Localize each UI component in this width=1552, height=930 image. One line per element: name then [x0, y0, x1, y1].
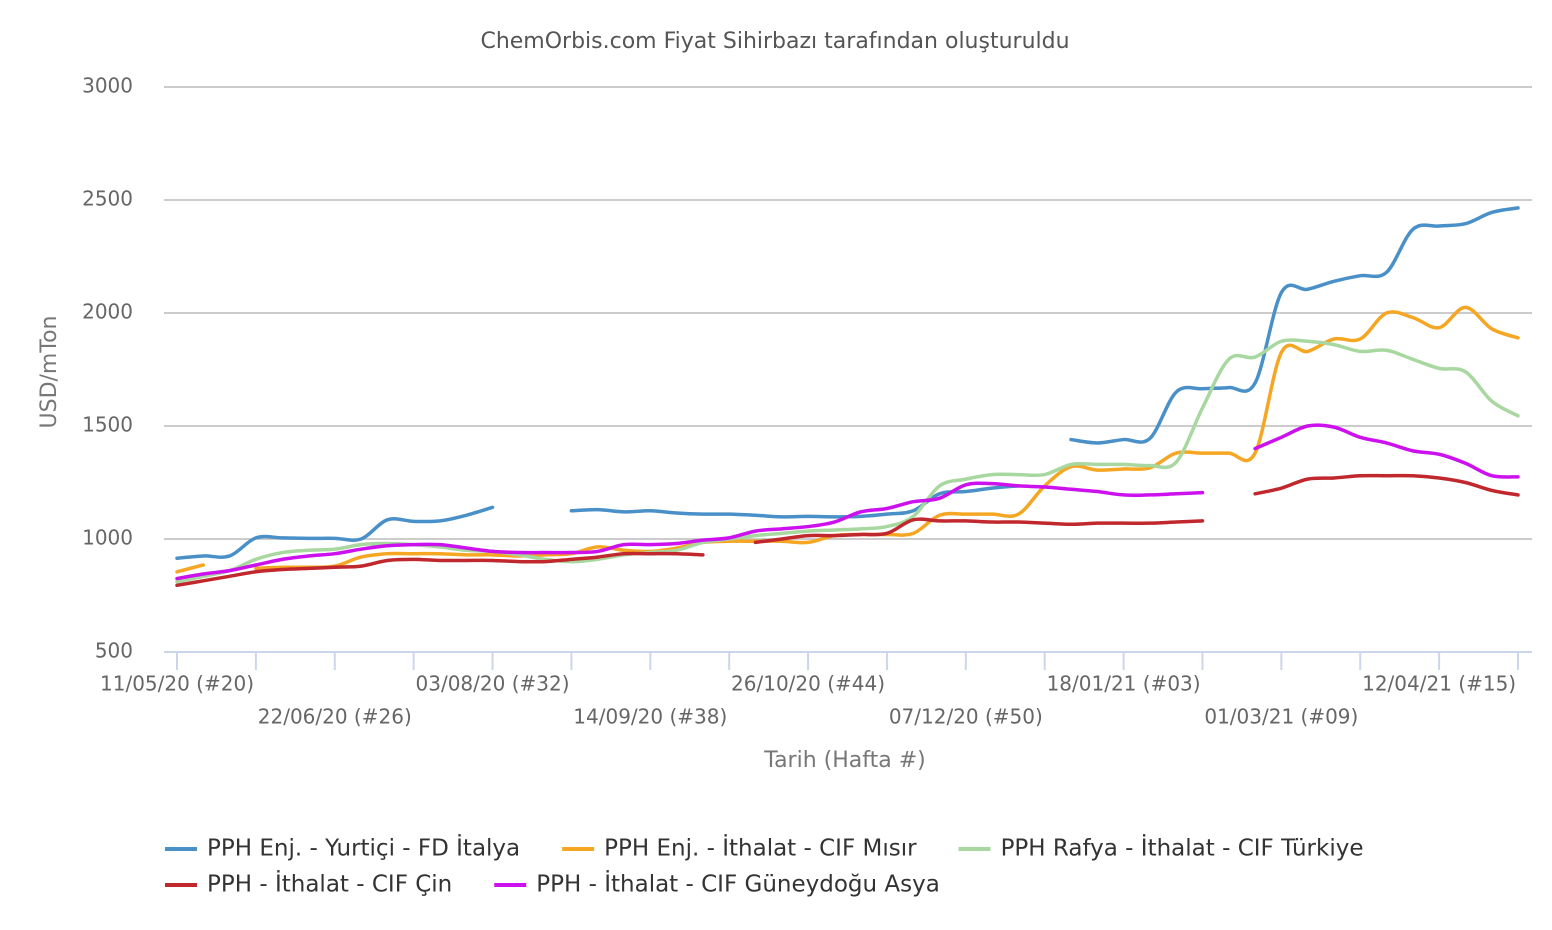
x-tick-label: 07/12/20 (#50) [889, 705, 1043, 729]
y-tick-label: 2500 [82, 187, 133, 211]
legend-label: PPH - İthalat - CIF Çin [207, 870, 452, 898]
series-line [175, 473, 1520, 588]
y-tick-label: 500 [95, 639, 133, 663]
chart-title: ChemOrbis.com Fiyat Sihirbazı tarafından… [480, 29, 1069, 54]
x-axis-title: Tarih (Hafta #) [763, 748, 925, 773]
y-axis-title: USD/mTon [37, 316, 62, 429]
y-tick-label: 2000 [82, 300, 133, 324]
x-tick-label: 26/10/20 (#44) [731, 672, 885, 696]
series-line [175, 305, 1520, 574]
x-tick-label: 12/04/21 (#15) [1362, 672, 1516, 696]
x-tick-label: 14/09/20 (#38) [573, 705, 727, 729]
series-line [175, 206, 1520, 560]
series-line [175, 423, 1520, 581]
y-tick-label: 1500 [82, 413, 133, 437]
x-tick-label: 11/05/20 (#20) [100, 672, 254, 696]
x-tick-label: 22/06/20 (#26) [258, 705, 412, 729]
y-tick-label: 1000 [82, 526, 133, 550]
legend-label: PPH Enj. - İthalat - CIF Mısır [604, 834, 917, 862]
legend-label: PPH Enj. - Yurtiçi - FD İtalya [207, 834, 520, 862]
x-tick-label: 18/01/21 (#03) [1047, 672, 1201, 696]
legend-label: PPH - İthalat - CIF Güneydoğu Asya [536, 870, 940, 898]
x-tick-label: 01/03/21 (#09) [1204, 705, 1358, 729]
legend-label: PPH Rafya - İthalat - CIF Türkiye [1001, 834, 1364, 862]
y-tick-label: 3000 [82, 74, 133, 98]
x-tick-label: 03/08/20 (#32) [416, 672, 570, 696]
